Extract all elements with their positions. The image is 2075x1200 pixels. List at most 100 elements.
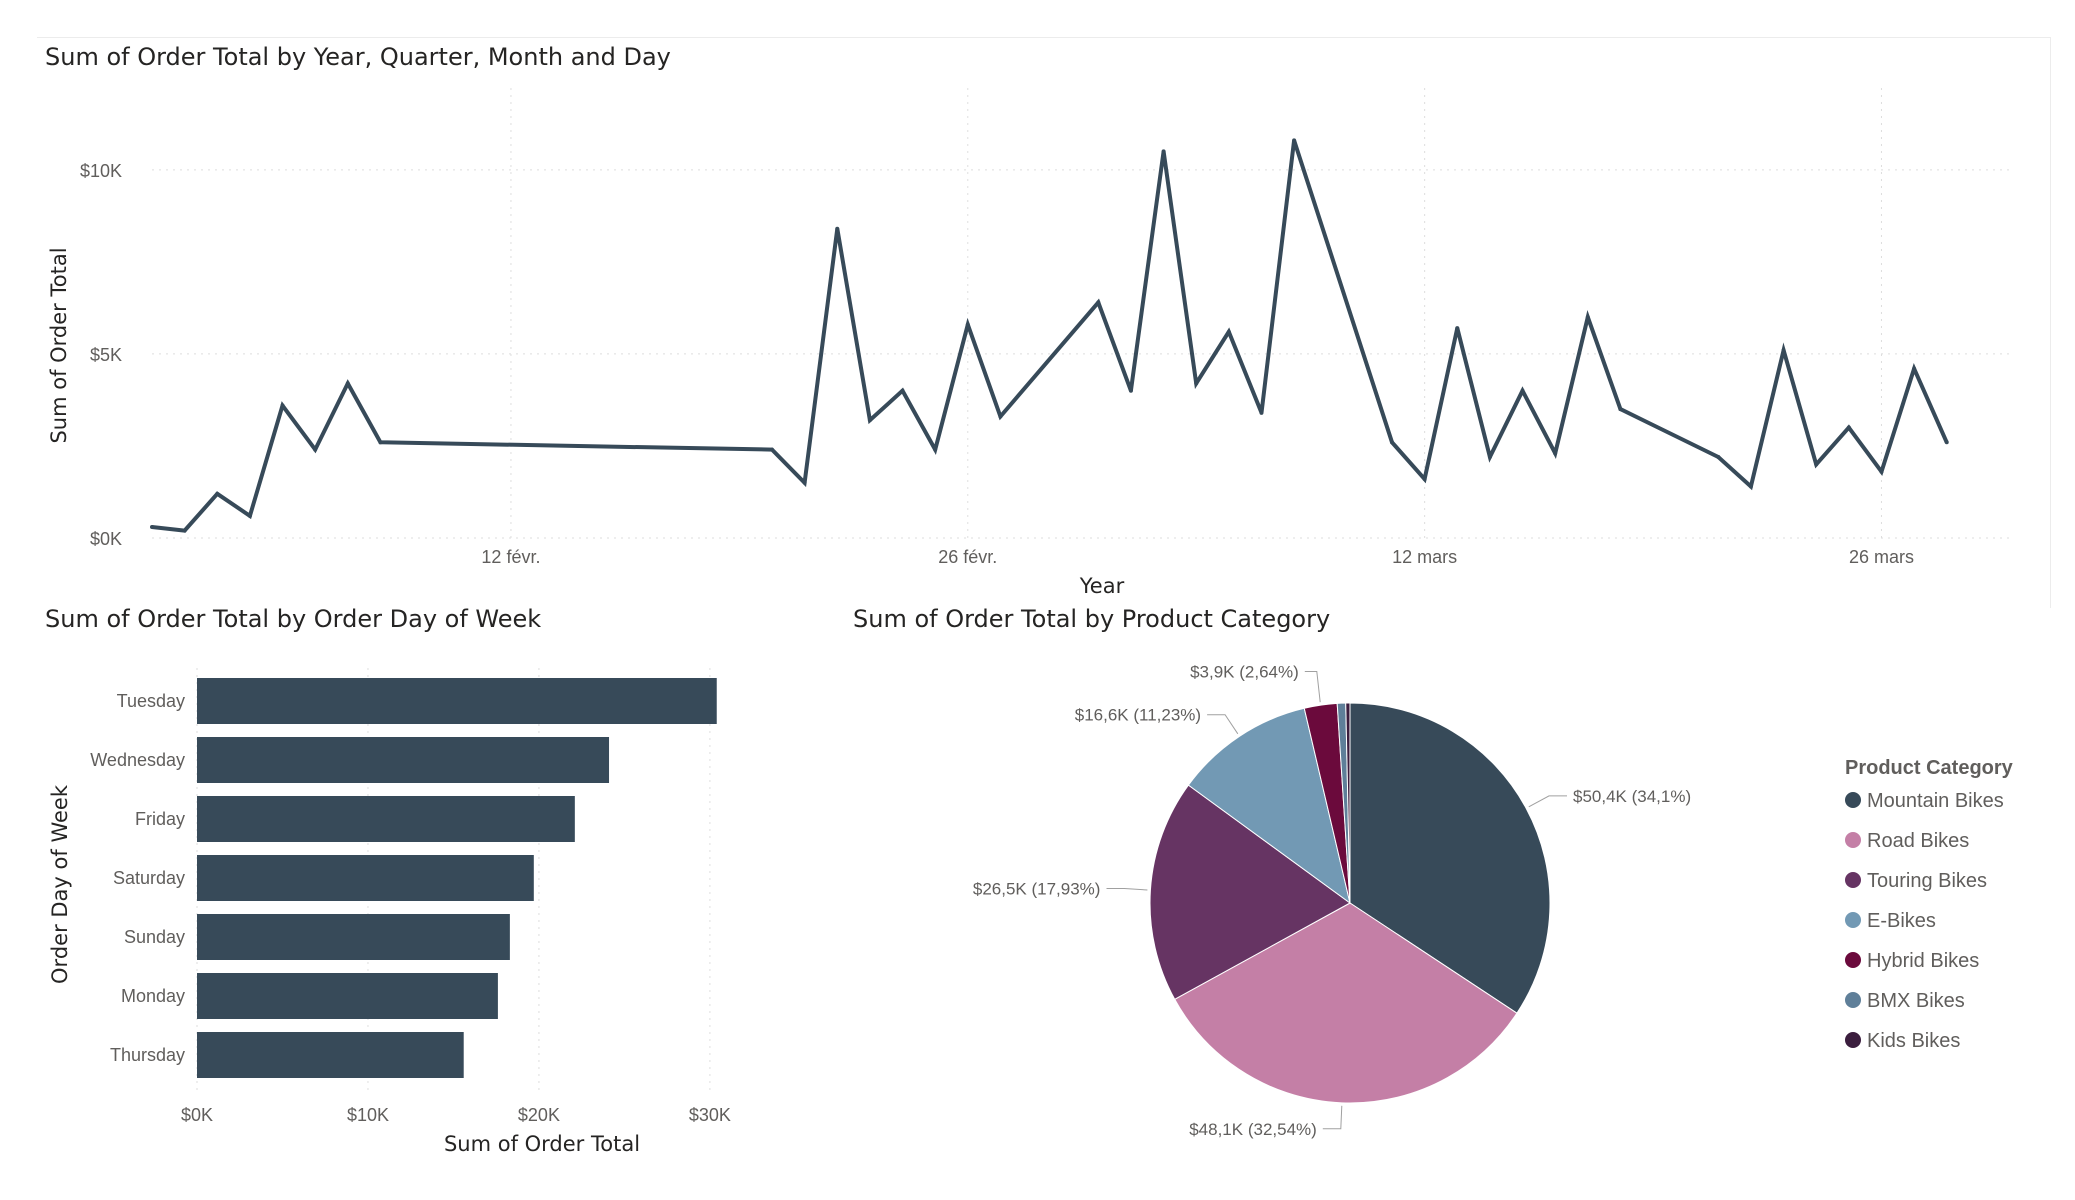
pie-slice — [1174, 902, 1518, 1104]
leader-line — [1528, 795, 1567, 808]
data-label: $48,1K (32,54%) — [1189, 1120, 1317, 1139]
data-point — [1879, 469, 1884, 474]
data-point — [1912, 366, 1917, 371]
data-label: $16,6K (11,23%) — [1075, 706, 1201, 725]
data-point — [1226, 329, 1231, 334]
bar-chart-visual[interactable]: Sum of Order Total by Order Day of Week … — [37, 600, 817, 1190]
data-point — [1585, 315, 1590, 320]
data-point — [770, 447, 774, 452]
x-tick-label: 26 mars — [1849, 547, 1914, 567]
leader-line — [1106, 888, 1148, 891]
leader-line — [1207, 714, 1239, 735]
data-point — [1748, 484, 1753, 489]
data-point — [933, 447, 938, 452]
leader-line — [1304, 671, 1321, 703]
legend-label: Kids Bikes — [1867, 1030, 1960, 1052]
bar — [197, 678, 717, 724]
legend-label: Touring Bikes — [1867, 870, 1987, 892]
data-point — [1618, 407, 1623, 412]
y-tick-label: $5K — [90, 345, 122, 365]
data-point — [867, 418, 872, 423]
legend-label: Road Bikes — [1867, 830, 1969, 852]
legend-marker — [1845, 952, 1861, 968]
data-point — [1716, 455, 1721, 459]
data-point — [998, 414, 1003, 419]
series-line — [151, 139, 1949, 533]
x-tick-label: 12 févr. — [481, 547, 540, 567]
x-tick-label: $20K — [518, 1105, 560, 1125]
bar — [197, 855, 534, 901]
y-tick-label: $0K — [90, 529, 122, 549]
data-point — [965, 322, 970, 327]
legend-title: Product Category — [1845, 757, 2014, 779]
legend-label: E-Bikes — [1867, 910, 1936, 932]
data-point — [835, 226, 840, 231]
data-point — [1846, 425, 1851, 430]
category-label: Tuesday — [117, 691, 185, 711]
bar — [197, 737, 610, 783]
data-label: $26,5K (17,93%) — [973, 880, 1101, 899]
data-point — [313, 447, 318, 452]
data-point — [1553, 451, 1558, 456]
data-point — [182, 528, 187, 533]
legend-marker — [1845, 992, 1861, 1008]
data-point — [1128, 388, 1133, 393]
legend-marker — [1845, 832, 1861, 848]
category-label: Sunday — [124, 927, 185, 947]
legend-label: BMX Bikes — [1867, 990, 1965, 1012]
bar — [197, 1032, 464, 1078]
bar — [197, 914, 510, 960]
bar — [197, 973, 498, 1019]
line-chart-title: Sum of Order Total by Year, Quarter, Mon… — [45, 43, 671, 71]
pie-chart-visual[interactable]: Sum of Order Total by Product Category $… — [845, 600, 2055, 1190]
data-point — [345, 381, 350, 386]
x-axis-title: Year — [1079, 574, 1125, 598]
legend-marker — [1845, 792, 1861, 808]
leader-line — [1322, 1105, 1343, 1130]
bar-chart-title: Sum of Order Total by Order Day of Week — [45, 605, 542, 633]
legend-label: Hybrid Bikes — [1867, 950, 1979, 972]
data-point — [1781, 348, 1786, 353]
data-point — [1096, 300, 1101, 305]
data-point — [1455, 326, 1460, 331]
x-tick-label: $0K — [181, 1105, 213, 1125]
x-tick-label: $10K — [347, 1105, 389, 1125]
data-label: $3,9K (2,64%) — [1190, 662, 1299, 681]
legend-marker — [1845, 1032, 1861, 1048]
category-label: Monday — [121, 986, 185, 1006]
pie-slice — [1187, 707, 1351, 905]
legend-marker — [1845, 912, 1861, 928]
data-point — [378, 440, 383, 445]
category-label: Friday — [135, 809, 185, 829]
data-point — [900, 388, 905, 393]
data-point — [215, 491, 220, 496]
data-point — [1487, 455, 1492, 459]
data-point — [1161, 149, 1166, 154]
bar — [197, 796, 575, 842]
y-axis-title: Sum of Order Total — [47, 247, 71, 443]
data-point — [802, 480, 807, 485]
bar-chart[interactable]: $0K $10K $20K $30K Tuesday Wednesday Friday Sat… — [37, 600, 817, 1190]
data-label: $50,4K (34,1%) — [1573, 787, 1691, 806]
data-point — [280, 403, 285, 408]
pie-chart[interactable]: $50,4K (34,1%) $48,1K (32,54%) $26,5K (17,… — [845, 600, 2055, 1190]
x-axis-title: Sum of Order Total — [444, 1132, 640, 1156]
pie-chart-title: Sum of Order Total by Product Category — [853, 605, 1331, 633]
data-point — [1422, 477, 1427, 482]
pie-slice — [1149, 784, 1351, 1000]
line-chart[interactable]: $0K $5K $10K 12 févr. 26 févr. 12 mars 26 mars… — [37, 38, 2050, 608]
category-label: Saturday — [113, 868, 185, 888]
x-tick-label: 26 févr. — [938, 547, 997, 567]
x-tick-label: 12 mars — [1392, 547, 1457, 567]
legend-marker — [1845, 872, 1861, 888]
data-point — [247, 513, 252, 518]
pie-slice — [1345, 702, 1351, 904]
category-label: Wednesday — [90, 750, 185, 770]
data-point — [1194, 381, 1199, 386]
data-point — [1520, 388, 1525, 393]
data-point — [1390, 440, 1394, 445]
data-point — [150, 524, 154, 529]
x-tick-label: $30K — [689, 1105, 731, 1125]
line-chart-visual[interactable]: Sum of Order Total by Year, Quarter, Mon… — [37, 37, 2051, 608]
y-tick-label: $10K — [80, 161, 122, 181]
